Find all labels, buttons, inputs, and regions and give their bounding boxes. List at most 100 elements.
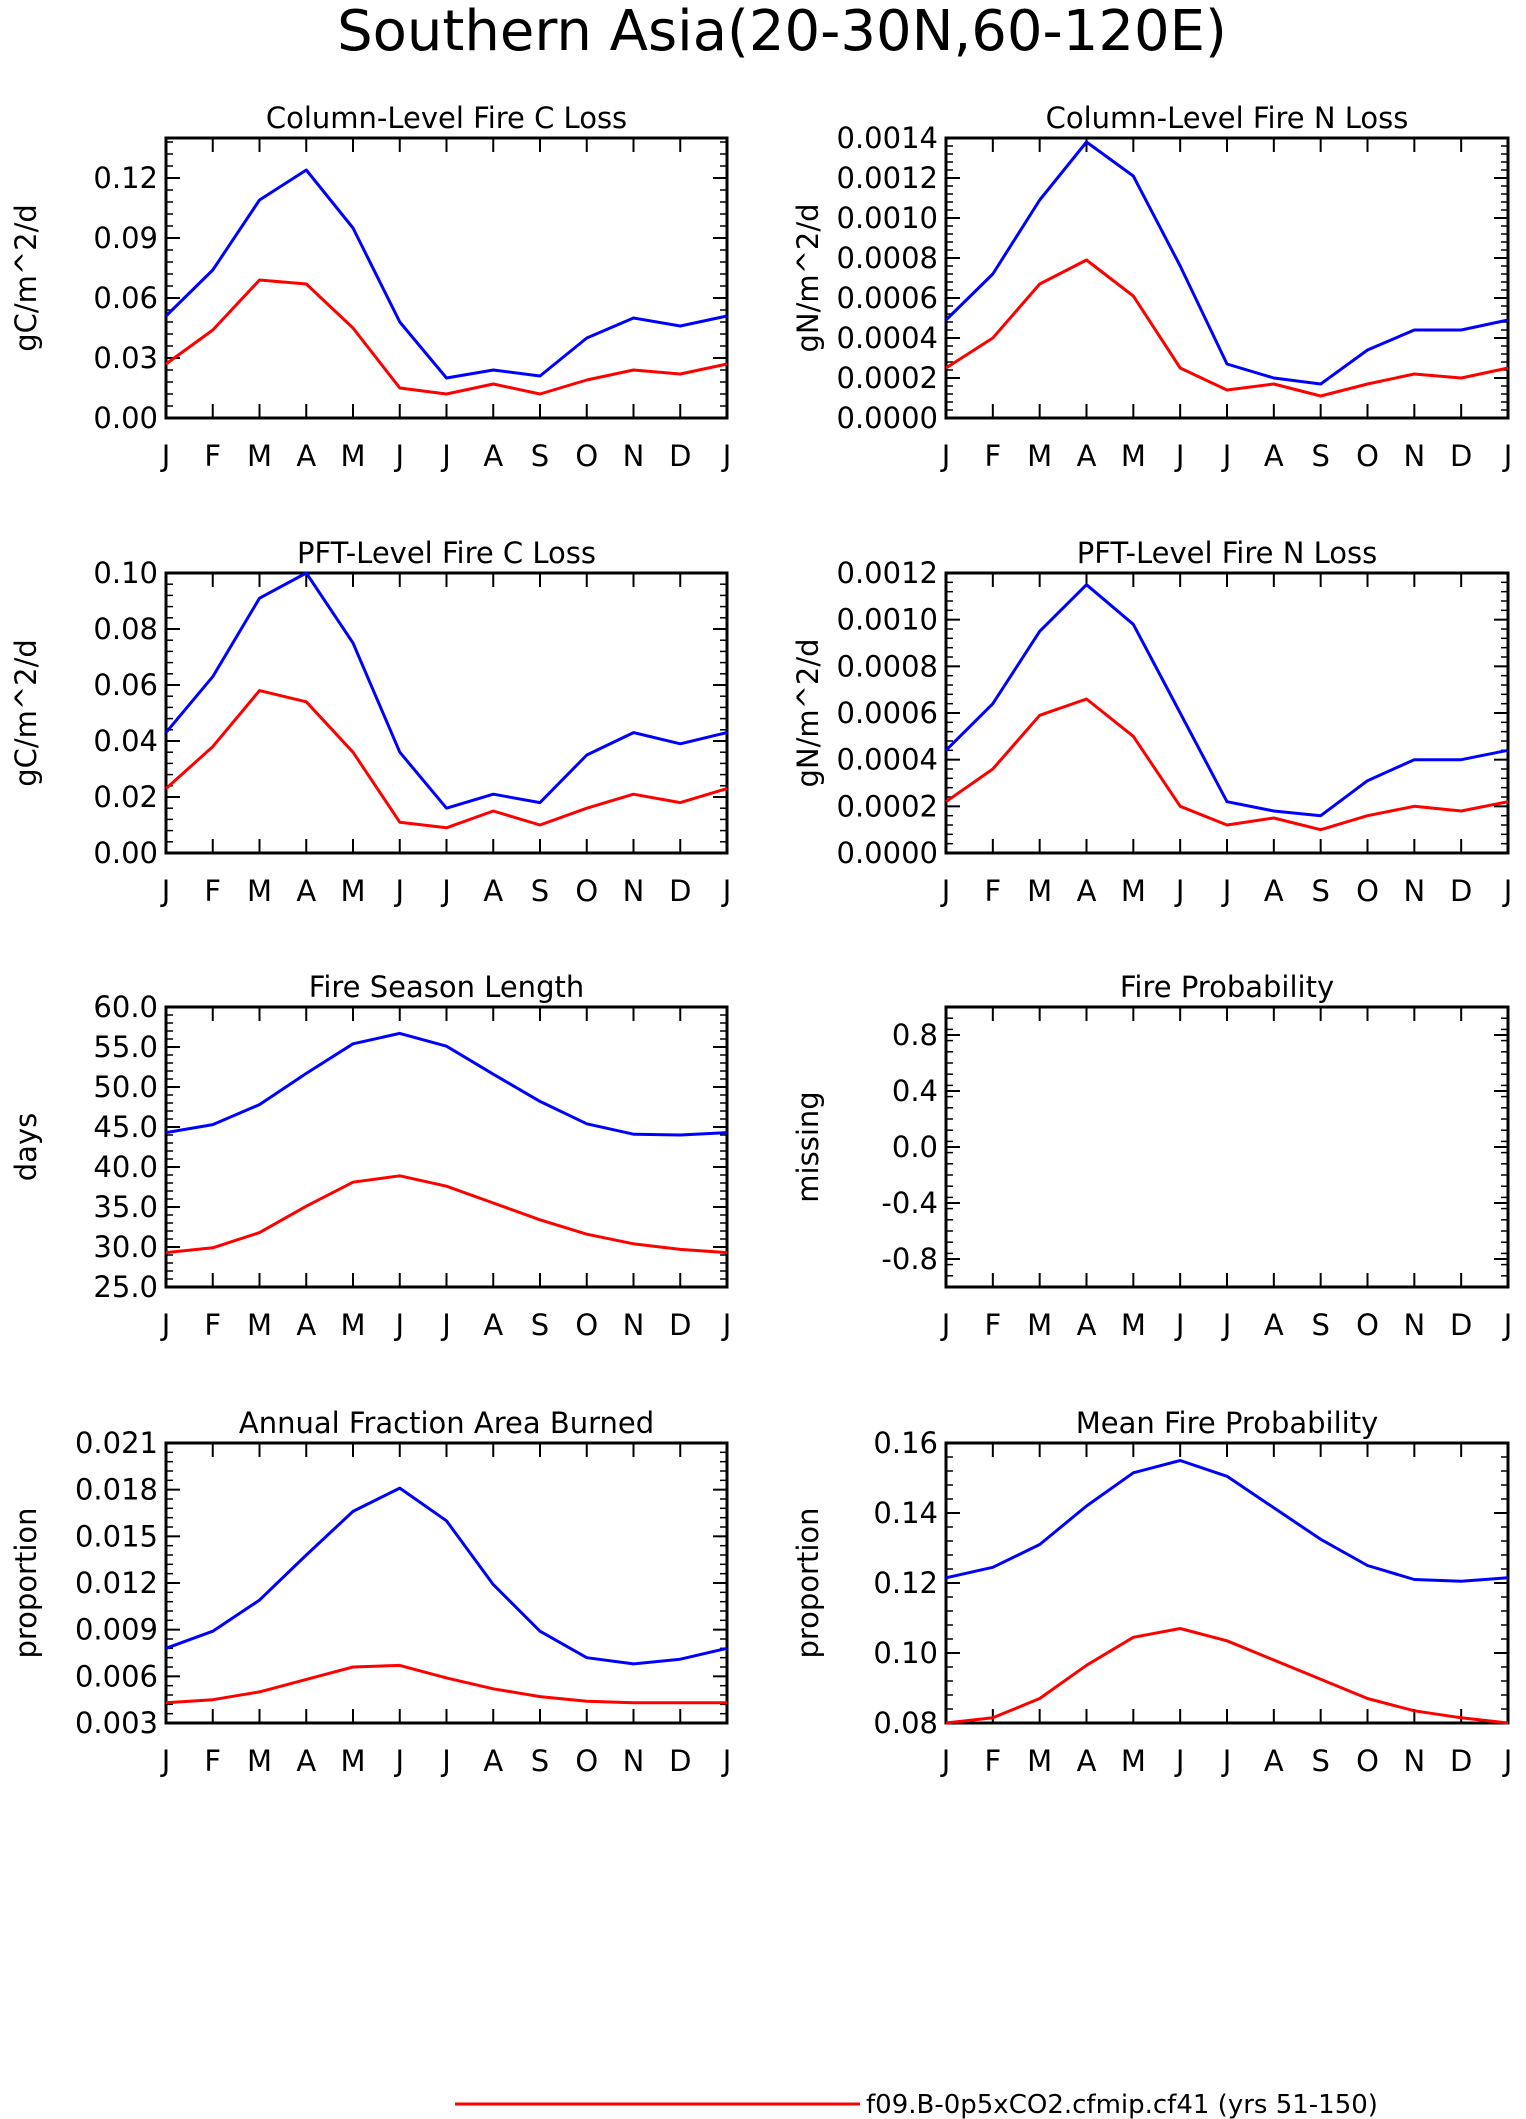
x-tick-label: N [1403,439,1425,473]
y-tick-label: 0.14 [873,1496,938,1530]
x-tick-label: A [483,1308,503,1342]
x-tick-label: J [1221,1744,1232,1778]
x-tick-label: F [204,439,221,473]
y-tick-label: 55.0 [93,1030,158,1064]
x-tick-label: M [247,874,272,908]
x-tick-label: N [1403,1308,1425,1342]
x-tick-label: A [1077,874,1097,908]
y-tick-label: 45.0 [93,1110,158,1144]
y-tick-label: 30.0 [93,1230,158,1264]
y-tick-label: 0.0008 [837,649,938,683]
x-tick-label: J [393,1308,404,1342]
y-tick-label: 0.0006 [837,281,938,315]
x-tick-label: A [296,439,316,473]
x-tick-label: A [483,439,503,473]
y-axis-label: gC/m^2/d [9,639,43,787]
x-tick-label: D [1450,1308,1472,1342]
series-line-blue [945,1459,1509,1583]
y-tick-label: 0.8 [892,1018,938,1052]
x-tick-label: N [1403,874,1425,908]
x-tick-label: J [1174,439,1185,473]
y-tick-label: 0.06 [93,281,158,315]
x-tick-label: D [669,1308,691,1342]
y-tick-label: 35.0 [93,1190,158,1224]
x-tick-label: A [1077,439,1097,473]
x-tick-label: J [440,1308,451,1342]
panel-title: Column-Level Fire N Loss [1046,101,1409,135]
y-tick-label: 0.012 [75,1566,158,1600]
x-tick-label: J [160,874,171,908]
y-tick-label: 0.12 [93,161,158,195]
x-tick-label: O [1356,1744,1379,1778]
y-tick-label: 0.0006 [837,696,938,730]
x-tick-label: J [1502,874,1513,908]
x-tick-label: A [296,1744,316,1778]
x-tick-label: A [296,1308,316,1342]
x-tick-label: J [1221,439,1232,473]
y-tick-label: 25.0 [93,1270,158,1304]
series-line-red [165,1174,728,1255]
legend-label: f09.B-0p5xCO2.cfmip.cf41 (yrs 51-150) [866,2090,1378,2119]
x-tick-label: M [1027,1744,1052,1778]
x-tick-label: F [984,874,1001,908]
x-tick-label: J [940,1308,951,1342]
x-tick-label: F [984,439,1001,473]
y-tick-label: 0.0014 [837,121,938,155]
x-tick-label: N [623,874,645,908]
x-tick-label: A [1077,1308,1097,1342]
x-tick-label: O [1356,874,1379,908]
y-tick-label: 50.0 [93,1070,158,1104]
y-tick-label: 0.04 [93,724,158,758]
x-tick-label: A [1264,1308,1284,1342]
y-tick-label: 0.015 [75,1519,158,1553]
y-axis-label: missing [791,1091,825,1202]
y-tick-label: 0.16 [873,1426,938,1460]
x-tick-label: M [1121,439,1146,473]
y-tick-label: 0.0002 [837,789,938,823]
plot-frame [944,1005,1510,1289]
y-tick-label: 40.0 [93,1150,158,1184]
x-tick-label: O [575,1308,598,1342]
y-tick-label: 0.4 [892,1074,938,1108]
plot-frame [164,1441,729,1725]
x-tick-label: M [340,439,365,473]
y-tick-label: 0.021 [75,1426,158,1460]
series-line-blue [164,571,728,810]
x-tick-label: J [940,874,951,908]
x-tick-label: J [393,1744,404,1778]
x-tick-label: M [340,1744,365,1778]
x-tick-label: F [984,1308,1001,1342]
x-tick-label: J [1221,874,1232,908]
x-tick-label: F [984,1744,1001,1778]
x-tick-label: M [247,1744,272,1778]
x-tick-label: J [1174,874,1185,908]
y-tick-label: 0.00 [93,401,158,435]
x-tick-label: D [1450,874,1472,908]
x-tick-label: J [940,1744,951,1778]
x-tick-label: S [1311,1308,1329,1342]
y-tick-label: 0.0004 [837,743,938,777]
x-tick-label: J [721,874,732,908]
x-tick-label: M [340,1308,365,1342]
x-tick-label: A [483,874,503,908]
x-tick-label: J [1502,1308,1513,1342]
panel-title: Fire Season Length [309,970,584,1004]
panel-title: PFT-Level Fire C Loss [297,536,596,570]
x-tick-label: S [531,874,549,908]
x-tick-label: J [1174,1308,1185,1342]
x-tick-label: D [1450,1744,1472,1778]
y-axis-label: proportion [791,1507,825,1658]
series-line-blue [164,168,728,380]
y-tick-label: 0.006 [75,1659,158,1693]
x-tick-label: J [721,1308,732,1342]
x-tick-label: J [721,439,732,473]
y-tick-label: 0.08 [93,612,158,646]
x-tick-label: F [204,1744,221,1778]
x-tick-label: M [247,1308,272,1342]
x-tick-label: S [531,1744,549,1778]
y-tick-label: 0.10 [873,1636,938,1670]
